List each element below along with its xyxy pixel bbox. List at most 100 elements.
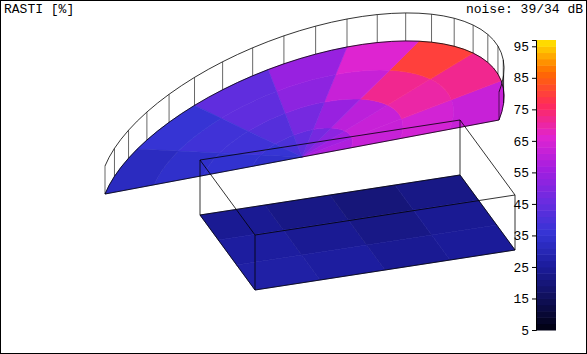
tick: 5 <box>521 324 536 339</box>
tick-label: 75 <box>513 103 529 118</box>
wall-edge <box>200 120 515 235</box>
colorbar-band <box>536 160 556 167</box>
colorbar-band <box>536 59 556 66</box>
tick: 45 <box>513 198 536 213</box>
tick-label: 25 <box>513 261 529 276</box>
colorbar-band <box>536 179 556 186</box>
colorbar-band <box>536 97 556 104</box>
tick: 15 <box>513 292 536 307</box>
colorbar-band <box>536 128 556 135</box>
tick-mark <box>532 235 536 236</box>
colorbar-band <box>536 261 556 268</box>
tick-mark <box>532 109 536 110</box>
wall-edge <box>200 175 515 290</box>
colorbar-band <box>536 198 556 205</box>
frame <box>1 1 587 354</box>
wall-edge <box>252 48 253 76</box>
tick: 35 <box>513 229 536 244</box>
colorbar-band <box>536 273 556 280</box>
tick-mark <box>532 298 536 299</box>
colorbar-band <box>536 72 556 79</box>
tick: 95 <box>513 40 536 55</box>
colorbar-band <box>536 298 556 305</box>
wall-edge <box>255 235 256 290</box>
wall-edge <box>315 26 316 54</box>
wall-edge <box>503 60 504 88</box>
wall-edge <box>200 160 201 215</box>
wireframe <box>105 13 515 290</box>
tick: 75 <box>513 103 536 118</box>
colorbar-band <box>536 65 556 72</box>
colorbar-band <box>536 141 556 148</box>
wall-edge <box>169 94 170 122</box>
colorbar-band <box>536 235 556 242</box>
colorbar-band <box>536 210 556 217</box>
wall-edge <box>146 112 147 140</box>
colorbar-band <box>536 324 556 331</box>
colorbar-band <box>536 248 556 255</box>
plot-area <box>105 41 515 290</box>
colorbar-band <box>536 135 556 142</box>
tick-label: 5 <box>521 324 529 339</box>
wall-edge <box>347 19 348 47</box>
cell <box>432 225 515 260</box>
colorbar-band <box>536 317 556 324</box>
tick-mark <box>532 267 536 268</box>
tick-label: 15 <box>513 292 529 307</box>
colorbar-band <box>536 280 556 287</box>
wall-edge <box>283 36 284 64</box>
wall-edge <box>454 18 455 46</box>
colorbar-band <box>536 286 556 293</box>
tick-label: 65 <box>513 135 529 150</box>
colorbar-band <box>536 305 556 312</box>
colorbar-band <box>536 109 556 116</box>
colorbar-band <box>536 229 556 236</box>
axis-line <box>532 41 537 331</box>
wall-edge <box>105 13 504 166</box>
colorbar-band <box>536 267 556 274</box>
wall-edge <box>105 120 499 194</box>
tick: 25 <box>513 261 536 276</box>
tick: 55 <box>513 166 536 181</box>
cell <box>336 41 419 75</box>
tick-label: 95 <box>513 40 529 55</box>
colorbar-band <box>536 103 556 110</box>
wall-edge <box>497 46 498 74</box>
colorbar-band <box>536 40 556 47</box>
colorbar-band <box>536 122 556 129</box>
chart: 5152535455565758595RASTI [%]noise: 39/34… <box>0 0 587 354</box>
wall-edge <box>105 41 504 194</box>
colorbar-band <box>536 172 556 179</box>
colorbar-band <box>536 53 556 60</box>
tick: 65 <box>513 135 536 150</box>
tick: 85 <box>513 71 536 86</box>
colorbar-band <box>536 217 556 224</box>
colorbar-band <box>536 254 556 261</box>
wall-edge <box>194 77 195 105</box>
colorbar-band <box>536 191 556 198</box>
colorbar-band <box>536 116 556 123</box>
tick-mark <box>532 46 536 47</box>
wall-edge <box>377 15 378 43</box>
colorbar-band <box>536 311 556 318</box>
title: RASTI [%] <box>4 2 74 17</box>
tick-label: 45 <box>513 198 529 213</box>
wall-edge <box>499 92 500 120</box>
wall-edge <box>105 166 106 194</box>
colorbar-band <box>536 223 556 230</box>
tick-mark <box>532 78 536 79</box>
tick-mark <box>532 141 536 142</box>
wall-edge <box>431 14 432 42</box>
colorbar-band <box>536 185 556 192</box>
wall-edge <box>128 130 129 158</box>
tick-label: 55 <box>513 166 529 181</box>
colorbar-band <box>536 204 556 211</box>
wall-edge <box>487 34 488 62</box>
colorbar <box>536 40 556 331</box>
colorbar-band <box>536 242 556 249</box>
colorbar-band <box>536 90 556 97</box>
tick-mark <box>532 330 536 331</box>
cell <box>268 47 347 91</box>
colorbar-band <box>536 153 556 160</box>
colorbar-band <box>536 292 556 299</box>
